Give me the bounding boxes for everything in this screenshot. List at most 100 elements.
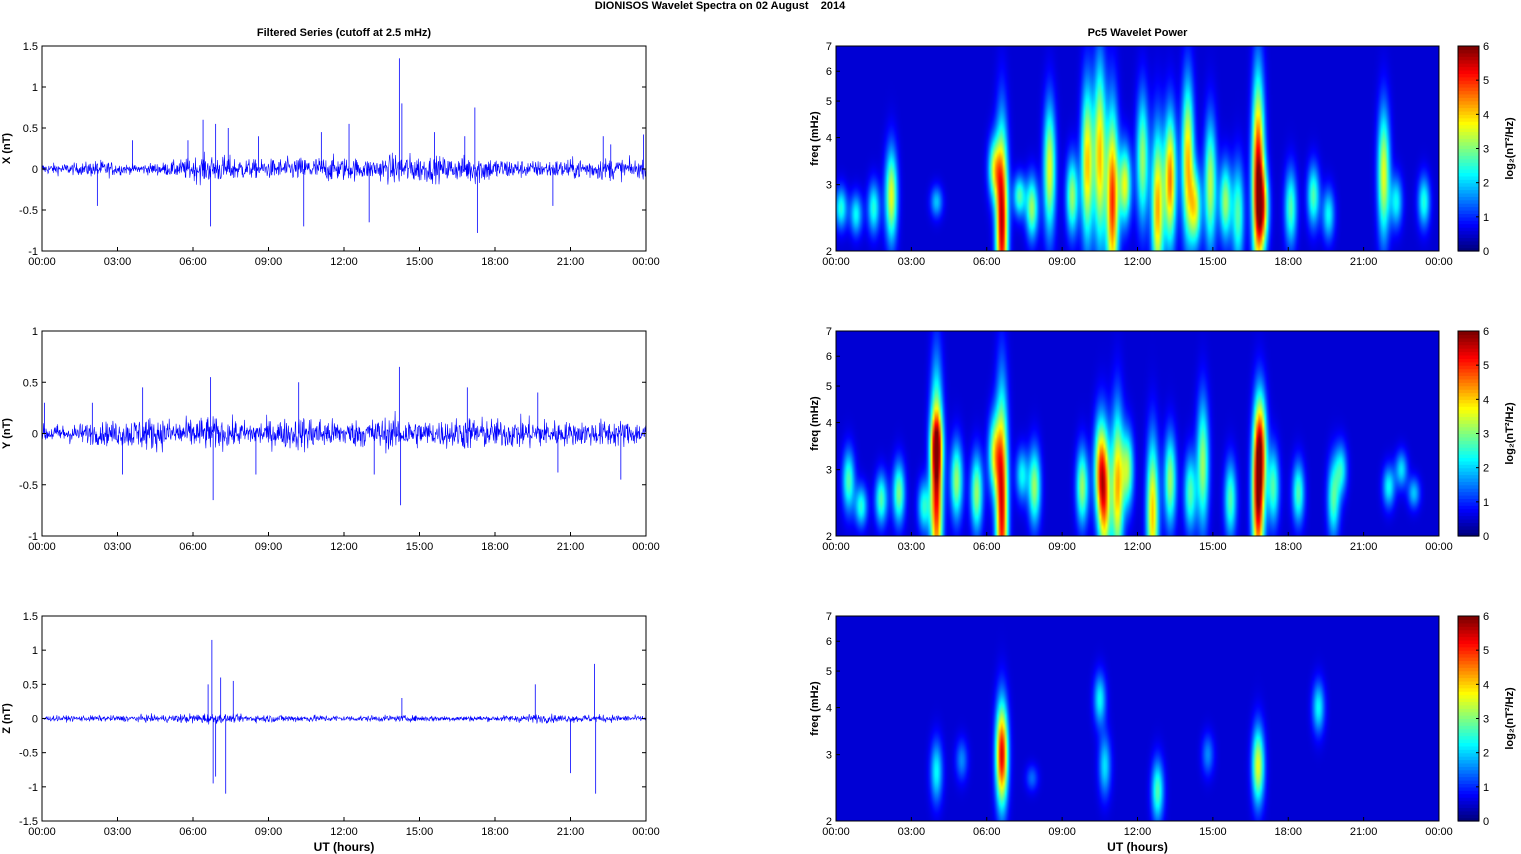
colorbar-segment (1458, 773, 1479, 778)
colorbar-segment (1458, 87, 1479, 92)
colorbar-segment (1458, 643, 1479, 648)
colorbar-segment (1458, 46, 1479, 51)
y-tick-label: -0.5 (19, 205, 38, 217)
colorbar-segment (1458, 786, 1479, 791)
y-tick-label: 5 (826, 96, 832, 108)
colorbar-segment (1458, 660, 1479, 665)
x-tick-label: 12:00 (1124, 256, 1152, 268)
colorbar-segment (1458, 69, 1479, 74)
colorbar-segment (1458, 762, 1479, 767)
colorbar-segment (1458, 90, 1479, 95)
colorbar-segment (1458, 230, 1479, 235)
colorbar-segment (1458, 382, 1479, 387)
colorbar-segment (1458, 633, 1479, 638)
colorbar-segment (1458, 735, 1479, 740)
colorbar-segment (1458, 477, 1479, 482)
colorbar-segment (1458, 240, 1479, 245)
y-axis-label: freq (mHz) (809, 396, 821, 451)
colorbar-segment (1458, 454, 1479, 459)
x-tick-label: 09:00 (1048, 541, 1076, 553)
colorbar-segment (1458, 128, 1479, 133)
colorbar-segment (1458, 131, 1479, 136)
colorbar-segment (1458, 721, 1479, 726)
x-tick-label: 00:00 (28, 826, 56, 838)
y-tick-label: 3 (826, 750, 832, 762)
colorbar-segment (1458, 484, 1479, 489)
y-tick-label: 2 (826, 816, 832, 828)
colorbar-segment (1458, 653, 1479, 658)
x-tick-label: 18:00 (1274, 256, 1302, 268)
colorbar-segment (1458, 49, 1479, 54)
colorbar-segment (1458, 704, 1479, 709)
colorbar-segment (1458, 639, 1479, 644)
colorbar-segment (1458, 793, 1479, 798)
y-axis-label: X (nT) (1, 133, 13, 164)
colorbar-segment (1458, 505, 1479, 510)
colorbar-segment (1458, 114, 1479, 119)
colorbar-segment (1458, 488, 1479, 493)
y-tick-label: 2 (826, 246, 832, 258)
colorbar-segment (1458, 395, 1479, 400)
colorbar-tick-label: 4 (1483, 394, 1489, 406)
colorbar-segment (1458, 525, 1479, 530)
y-tick-label: 1 (32, 645, 38, 657)
colorbar-segment (1458, 175, 1479, 180)
x-axis-label: UT (hours) (1107, 840, 1168, 854)
colorbar-segment (1458, 227, 1479, 232)
colorbar-segment (1458, 392, 1479, 397)
y-tick-label: 7 (826, 326, 832, 338)
colorbar-segment (1458, 532, 1479, 537)
x-tick-label: 12:00 (330, 826, 358, 838)
x-tick-label: 15:00 (406, 541, 434, 553)
x-tick-label: 03:00 (898, 541, 926, 553)
y-tick-label: 7 (826, 611, 832, 623)
heatmap-panel-x: 2 3 4 5 6 7 00:00 03:00 06:00 09:00 12:00 15:00 18:0… (809, 27, 1516, 268)
colorbar-segment (1458, 776, 1479, 781)
colorbar-segment (1458, 636, 1479, 641)
x-tick-label: 09:00 (255, 256, 283, 268)
colorbar-segment (1458, 817, 1479, 822)
colorbar-segment (1458, 59, 1479, 64)
x-tick-label: 15:00 (1199, 826, 1227, 838)
x-tick-label: 09:00 (1048, 826, 1076, 838)
colorbar-segment (1458, 155, 1479, 160)
y-tick-label: 1 (32, 326, 38, 338)
colorbar-segment (1458, 650, 1479, 655)
y-tick-label: 0.5 (23, 679, 38, 691)
colorbar-segment (1458, 691, 1479, 696)
panel-title: Filtered Series (cutoff at 2.5 mHz) (257, 27, 432, 39)
colorbar-segment (1458, 687, 1479, 692)
colorbar-segment (1458, 182, 1479, 187)
colorbar-label: log₂(nT²/Hz) (1504, 687, 1516, 750)
colorbar-segment (1458, 732, 1479, 737)
x-tick-label: 18:00 (1274, 541, 1302, 553)
x-tick-label: 03:00 (898, 826, 926, 838)
colorbar-segment (1458, 426, 1479, 431)
colorbar-segment (1458, 440, 1479, 445)
y-tick-label: 3 (826, 180, 832, 192)
colorbar-segment (1458, 162, 1479, 167)
colorbar-segment (1458, 196, 1479, 201)
colorbar-segment (1458, 344, 1479, 349)
colorbar-segment (1458, 663, 1479, 668)
colorbar-segment (1458, 375, 1479, 380)
colorbar-segment (1458, 368, 1479, 373)
y-tick-label: 6 (826, 636, 832, 648)
colorbar-segment (1458, 619, 1479, 624)
colorbar-segment (1458, 529, 1479, 534)
colorbar-tick-label: 6 (1483, 41, 1489, 53)
colorbar-segment (1458, 667, 1479, 672)
x-tick-label: 15:00 (406, 826, 434, 838)
x-tick-label: 00:00 (632, 541, 660, 553)
x-tick-label: 21:00 (557, 256, 585, 268)
x-tick-label: 21:00 (1350, 826, 1378, 838)
x-tick-label: 12:00 (1124, 826, 1152, 838)
wavelet-power-heatmap (836, 616, 1439, 821)
x-tick-label: 18:00 (481, 256, 509, 268)
colorbar-segment (1458, 213, 1479, 218)
x-tick-label: 00:00 (822, 256, 850, 268)
x-tick-label: 06:00 (973, 541, 1001, 553)
colorbar-segment (1458, 657, 1479, 662)
colorbar-segment (1458, 790, 1479, 795)
colorbar-tick-label: 6 (1483, 326, 1489, 338)
